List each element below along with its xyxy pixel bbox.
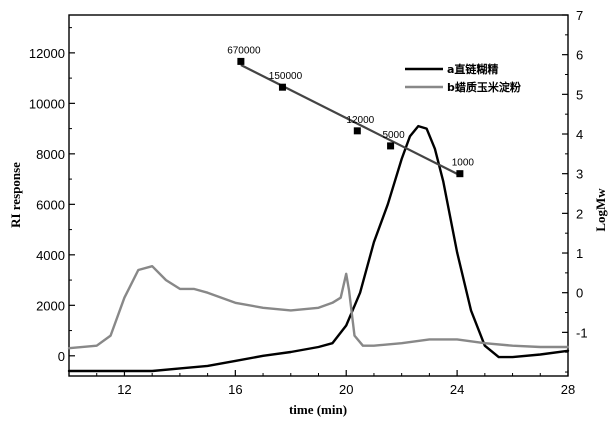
y2-tick-label: 7: [576, 8, 583, 23]
y2-tick-label: 3: [576, 167, 583, 182]
y-tick-label: 12000: [29, 46, 65, 61]
y2-tick-label: 2: [576, 206, 583, 221]
y2-tick-label: 1: [576, 246, 583, 261]
standard-point-label: 1000: [452, 158, 475, 169]
y-tick-label: 10000: [29, 96, 65, 111]
y2-tick-label: 0: [576, 286, 583, 301]
x-tick-label: 16: [228, 382, 242, 397]
y-tick-label: 8000: [36, 147, 65, 162]
standard-point: [387, 142, 394, 149]
series-line-a: [69, 126, 568, 371]
x-tick-label: 20: [339, 382, 353, 397]
legend-label-a: a直链糊精: [447, 62, 498, 76]
series-line-b: [69, 266, 568, 348]
y-tick-label: 2000: [36, 298, 65, 313]
y2-tick-label: 4: [576, 127, 583, 142]
y2-tick-label: 6: [576, 48, 583, 63]
legend: a直链糊精 b蜡质玉米淀粉: [405, 62, 521, 94]
y2-tick-label: 5: [576, 87, 583, 102]
standard-point: [279, 84, 286, 91]
x-axis-title: time (min): [289, 402, 347, 417]
y-tick-label: 4000: [36, 248, 65, 263]
y2-axis-title: LogMw: [593, 188, 608, 232]
standard-point: [456, 170, 463, 177]
legend-label-b: b蜡质玉米淀粉: [447, 80, 521, 94]
standard-point: [354, 127, 361, 134]
y-tick-label: 0: [58, 349, 65, 364]
x-tick-label: 24: [450, 382, 464, 397]
x-tick-label: 28: [561, 382, 575, 397]
standard-point-label: 5000: [382, 130, 405, 141]
standard-point-label: 670000: [227, 45, 261, 56]
y-axis-title: RI response: [8, 162, 23, 228]
standard-point-label: 150000: [269, 71, 303, 82]
standard-point-label: 12000: [346, 115, 374, 126]
standard-point: [237, 58, 244, 65]
y-tick-label: 6000: [36, 197, 65, 212]
x-tick-label: 12: [117, 382, 131, 397]
y2-tick-label: -1: [576, 325, 588, 340]
